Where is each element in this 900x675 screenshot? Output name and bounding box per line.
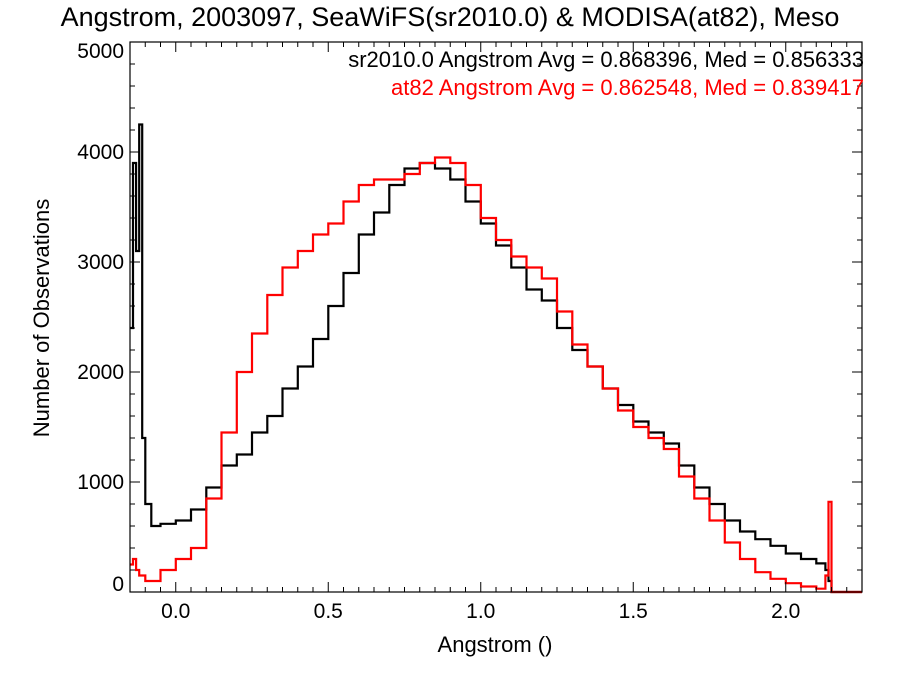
black-series-stats: sr2010.0 Angstrom Avg = 0.868396, Med = … — [348, 47, 864, 72]
y-axis-label: Number of Observations — [29, 198, 54, 438]
y-tick-label: 4000 — [77, 141, 124, 164]
series-line-black — [130, 123, 862, 594]
x-tick-label: 0.5 — [314, 600, 343, 623]
y-tick-label: 0 — [112, 573, 124, 596]
x-axis-label: Angstrom () — [437, 632, 553, 657]
plot-frame — [129, 41, 863, 593]
red-series-stats: at82 Angstrom Avg = 0.862548, Med = 0.83… — [391, 75, 864, 100]
series-line-red — [130, 156, 862, 594]
x-tick-label: 0.0 — [161, 600, 190, 623]
chart-title: Angstrom, 2003097, SeaWiFS(sr2010.0) & M… — [60, 2, 840, 32]
x-tick-label: 1.5 — [619, 600, 648, 623]
y-tick-label: 3000 — [77, 251, 124, 274]
y-tick-label: 2000 — [77, 361, 124, 384]
y-tick-label: 1000 — [77, 471, 124, 494]
x-tick-label: 1.0 — [466, 600, 495, 623]
axes-layer: 0 1000 2000 3000 4000 5000 0.0 0.5 1.0 1.5 2.0 — [77, 40, 863, 623]
x-tick-label: 2.0 — [771, 600, 800, 623]
series-layer — [130, 123, 862, 594]
y-tick-label: 5000 — [77, 40, 124, 63]
